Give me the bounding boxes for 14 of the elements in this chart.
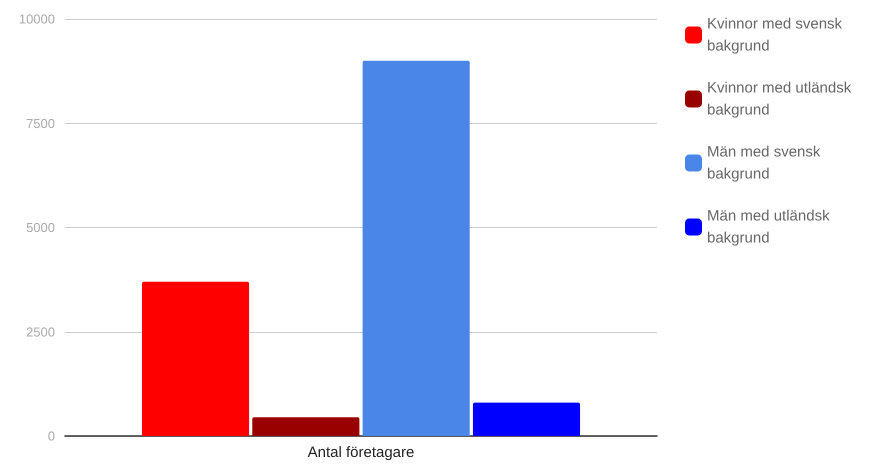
bar [252,417,360,436]
bar [472,402,580,436]
x-tick-label: Antal företagare [308,444,414,461]
legend-label: Kvinnor med svensk bakgrund [707,16,843,54]
bar [142,282,250,436]
y-tick-label: 7500 [26,116,55,131]
legend-label: Kvinnor med utländsk bakgrund [707,80,852,118]
y-tick-label: 10000 [18,12,55,26]
y-tick-label: 2500 [26,324,55,340]
legend-label: Män med svensk bakgrund [707,144,821,182]
legend-label: Män med utländsk bakgrund [707,208,830,246]
y-tick-label: 5000 [26,220,55,235]
y-tick-label: 0 [48,428,55,444]
bar [362,60,470,436]
